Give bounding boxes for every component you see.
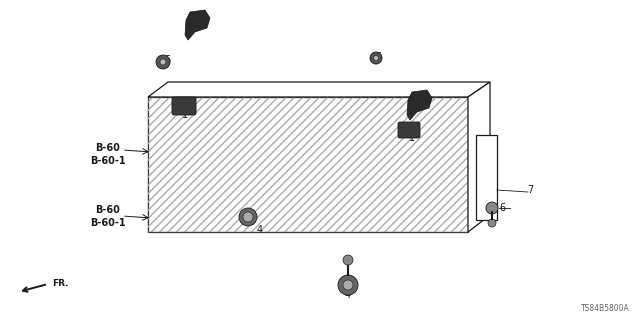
FancyBboxPatch shape	[398, 122, 420, 138]
Circle shape	[156, 55, 170, 69]
Circle shape	[338, 275, 358, 295]
Text: 4: 4	[345, 290, 351, 300]
FancyBboxPatch shape	[172, 97, 196, 115]
Polygon shape	[148, 97, 468, 232]
Text: B-60: B-60	[95, 143, 120, 153]
Circle shape	[243, 212, 253, 222]
Circle shape	[370, 52, 382, 64]
Text: 6: 6	[499, 203, 505, 213]
Circle shape	[486, 202, 498, 214]
Text: B-60: B-60	[95, 205, 120, 215]
Polygon shape	[185, 10, 210, 40]
Text: 5: 5	[164, 55, 170, 65]
Circle shape	[160, 59, 166, 65]
Text: 2: 2	[197, 13, 203, 23]
Text: 1: 1	[409, 133, 415, 143]
FancyBboxPatch shape	[476, 135, 497, 220]
Polygon shape	[468, 82, 490, 232]
Text: 7: 7	[527, 185, 533, 195]
Circle shape	[343, 255, 353, 265]
Text: 5: 5	[375, 52, 381, 62]
Text: FR.: FR.	[52, 278, 68, 287]
Text: B-60-1: B-60-1	[90, 218, 126, 228]
Text: TS84B5800A: TS84B5800A	[581, 304, 630, 313]
Polygon shape	[148, 82, 490, 97]
Text: 1: 1	[182, 110, 188, 120]
Circle shape	[374, 55, 378, 60]
Circle shape	[488, 219, 496, 227]
Circle shape	[343, 280, 353, 290]
Text: 3: 3	[427, 90, 433, 100]
Text: B-60-1: B-60-1	[90, 156, 126, 166]
Polygon shape	[407, 90, 432, 120]
Text: 4: 4	[257, 225, 263, 235]
Circle shape	[239, 208, 257, 226]
